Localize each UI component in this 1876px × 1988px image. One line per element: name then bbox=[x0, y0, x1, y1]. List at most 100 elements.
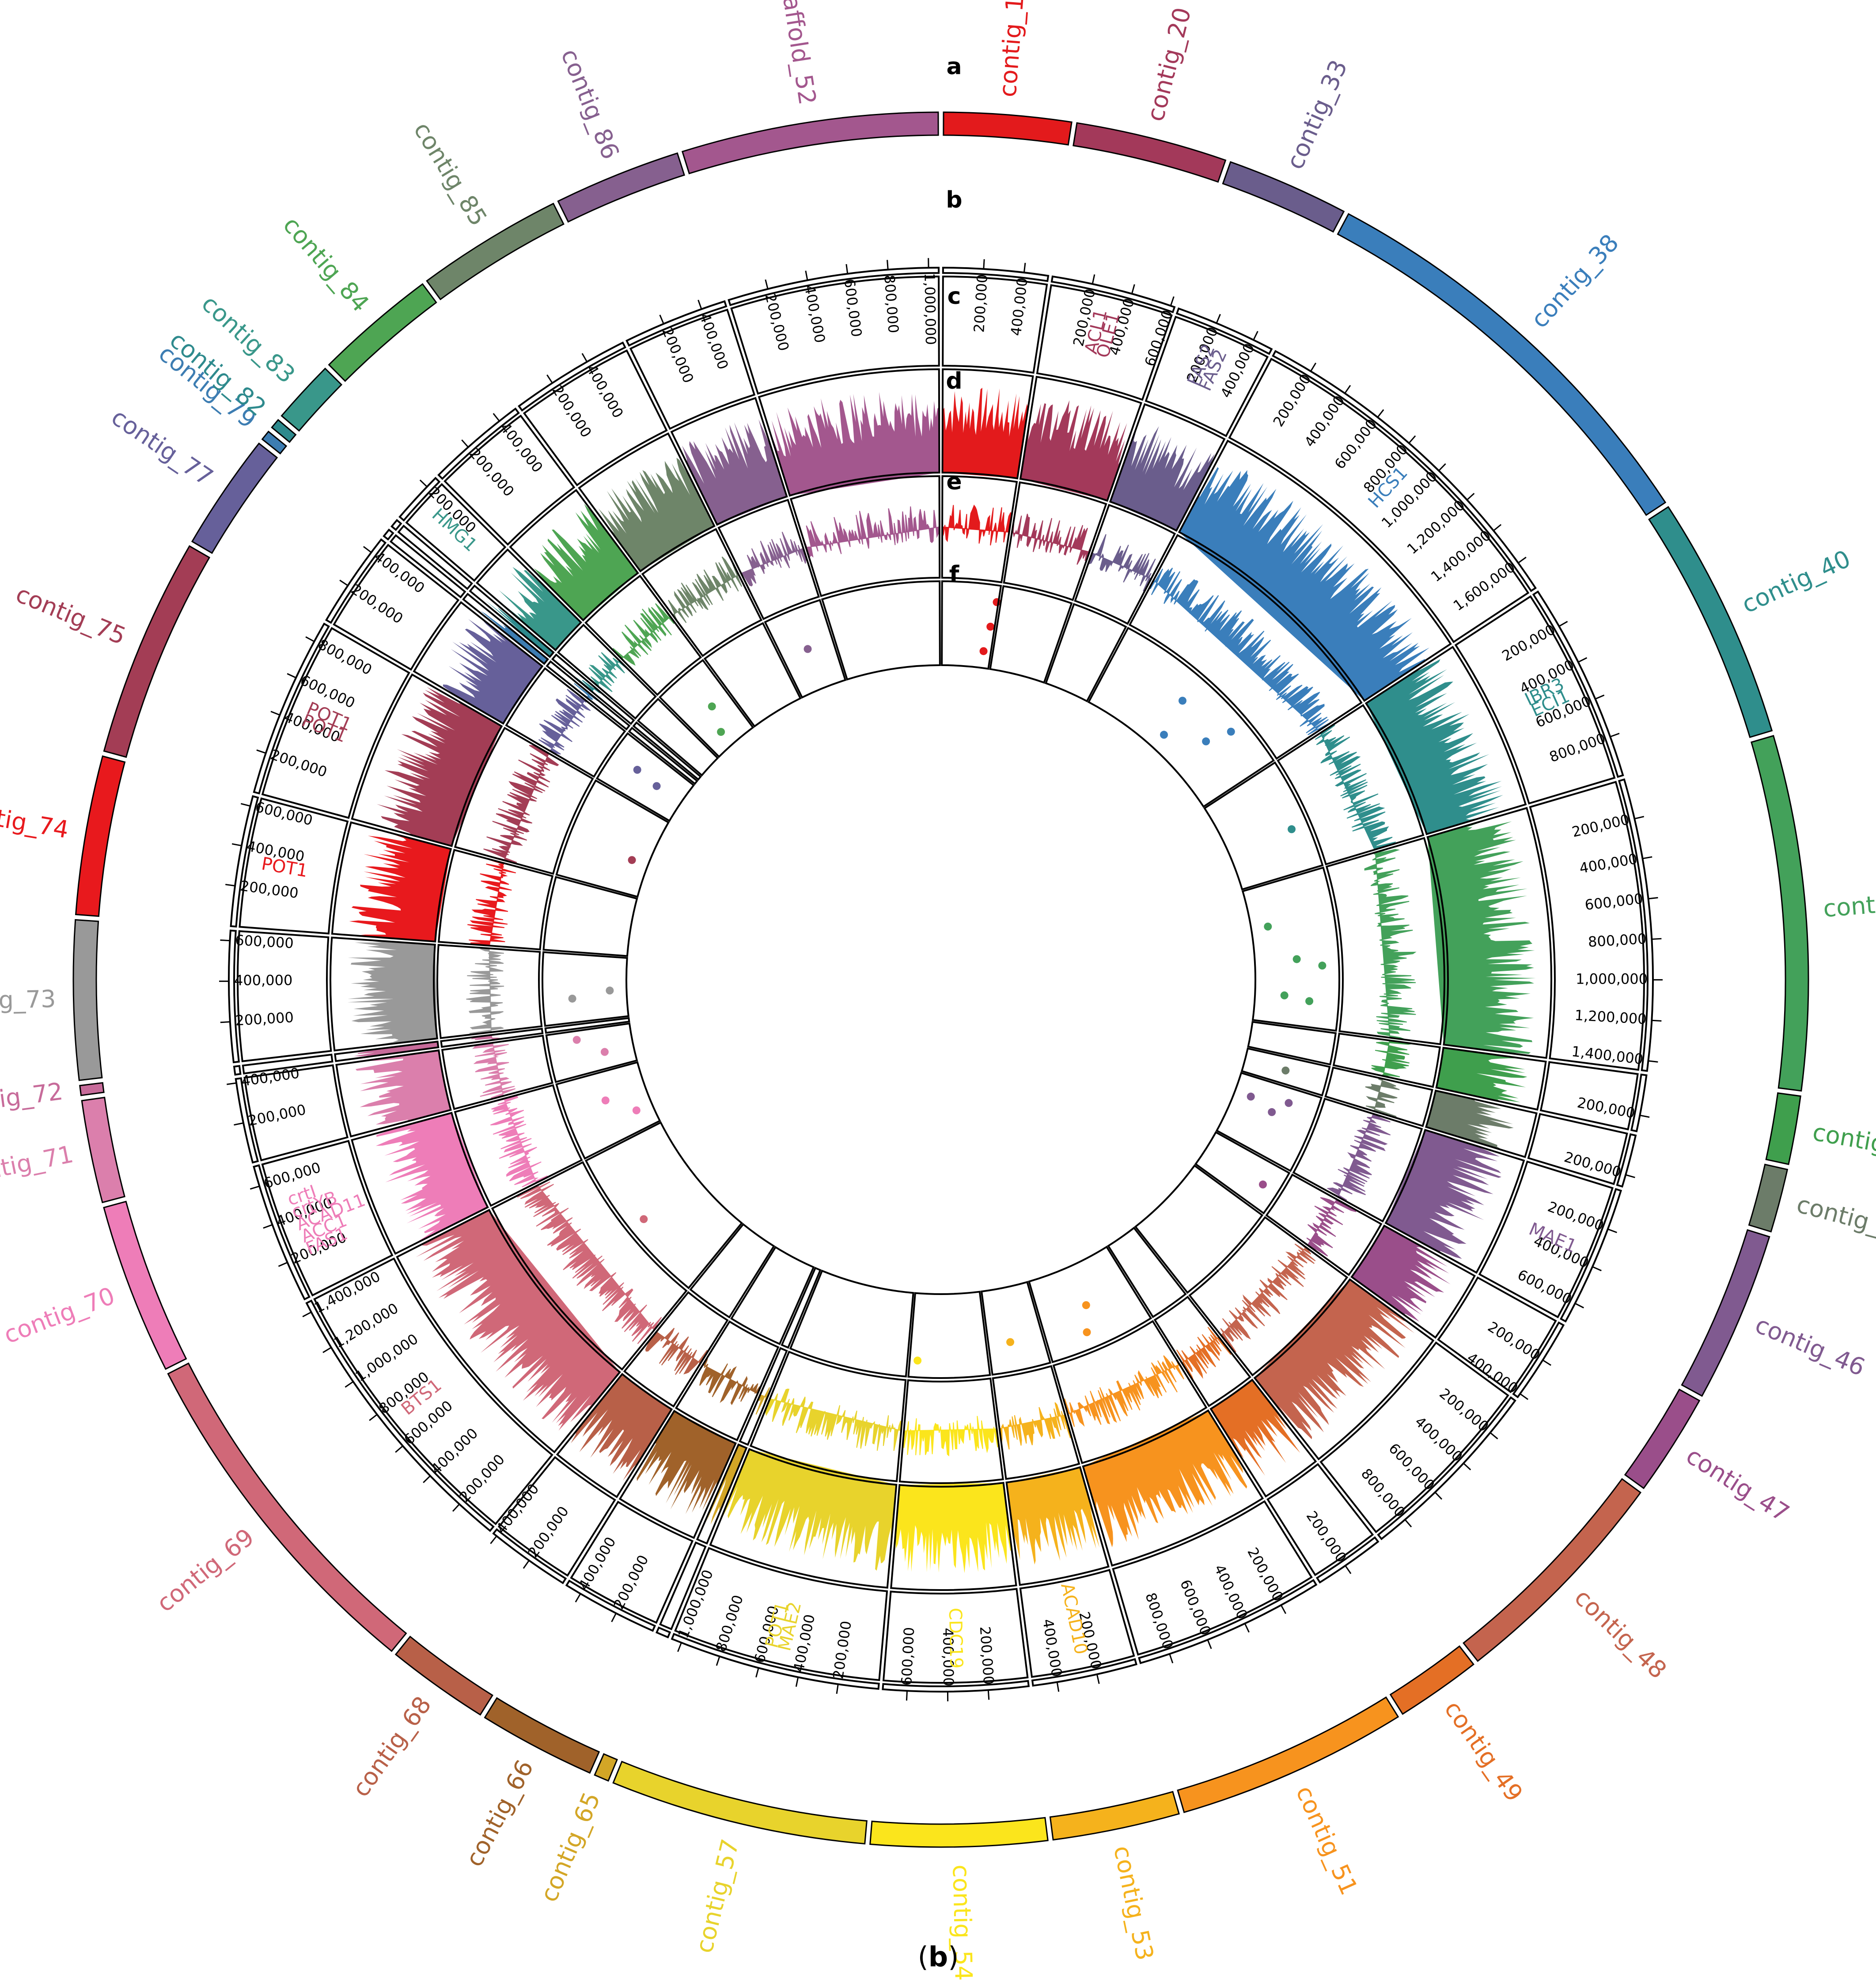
variation-area-contig-57 bbox=[765, 1389, 902, 1451]
track-box bbox=[333, 544, 460, 671]
variation-area-contig-40 bbox=[1315, 723, 1396, 850]
tick-mark bbox=[1520, 1393, 1529, 1400]
track-box bbox=[703, 622, 802, 728]
ideogram-contig-70 bbox=[103, 1200, 187, 1370]
ideogram-contig-71 bbox=[81, 1097, 125, 1204]
density-area-contig-68 bbox=[571, 1374, 672, 1481]
tick-mark bbox=[395, 1445, 403, 1453]
track-box bbox=[437, 407, 520, 480]
tick-label: 1,000,000 bbox=[1576, 970, 1648, 987]
track-box bbox=[438, 848, 554, 950]
tick-mark bbox=[1253, 331, 1258, 341]
tick-mark bbox=[765, 279, 769, 289]
track-box bbox=[584, 1121, 743, 1290]
track-box bbox=[253, 622, 330, 795]
density-area-contig-82 bbox=[485, 599, 554, 657]
track-box bbox=[1112, 1500, 1313, 1656]
contig-label-contig-53: contig_53 bbox=[1108, 1843, 1159, 1962]
track-letters: a b c d e f bbox=[946, 53, 962, 588]
track-box bbox=[518, 341, 626, 412]
track-box bbox=[618, 1409, 737, 1539]
track-box bbox=[331, 821, 452, 943]
ideogram-contig-47 bbox=[1624, 1388, 1701, 1489]
track-box bbox=[383, 528, 394, 541]
track-box bbox=[505, 667, 626, 778]
track-box bbox=[228, 929, 240, 1064]
track-box bbox=[1003, 481, 1107, 601]
track-box bbox=[670, 397, 788, 526]
track-box bbox=[1277, 704, 1425, 866]
variation-area-contig-73 bbox=[466, 947, 504, 1034]
track-box bbox=[469, 584, 555, 659]
ideogram-contig-42 bbox=[1750, 735, 1809, 1092]
tick-label: 800,000 bbox=[1142, 1590, 1176, 1651]
track-box bbox=[551, 653, 635, 725]
track-box bbox=[1188, 1216, 1349, 1377]
snp-dot bbox=[1160, 731, 1168, 739]
tick-mark bbox=[1345, 1565, 1352, 1574]
density-area-contig-44 bbox=[1436, 1048, 1527, 1102]
ideogram-contig-57 bbox=[612, 1761, 868, 1845]
tick-label: 200,000 bbox=[659, 325, 697, 386]
track-box bbox=[1559, 1188, 1622, 1323]
track-box bbox=[1272, 350, 1537, 592]
tick-mark bbox=[227, 1082, 237, 1085]
snp-dot bbox=[1285, 1099, 1293, 1107]
tick-mark bbox=[1610, 733, 1620, 738]
tick-mark bbox=[1463, 1462, 1471, 1470]
track-box bbox=[623, 1291, 729, 1408]
track-box bbox=[330, 936, 438, 1052]
snp-dot bbox=[640, 1215, 648, 1223]
track-box bbox=[389, 534, 466, 598]
track-box bbox=[1215, 1072, 1323, 1172]
tick-mark bbox=[1575, 1303, 1584, 1309]
density-area-contig-20 bbox=[1020, 400, 1127, 501]
tick-mark bbox=[1096, 1674, 1100, 1684]
contig-label-contig-66: contig_66 bbox=[460, 1755, 539, 1871]
variation-area-contig-49 bbox=[1176, 1326, 1232, 1382]
track-box bbox=[1052, 1320, 1208, 1464]
tick-label: 200,000 bbox=[1570, 811, 1631, 841]
tick-mark bbox=[611, 1613, 617, 1622]
snp-dot bbox=[572, 1036, 581, 1044]
tick-mark bbox=[805, 270, 808, 280]
track-box bbox=[781, 1267, 822, 1349]
track-box bbox=[233, 1065, 242, 1076]
track-box bbox=[671, 1632, 880, 1690]
track-box bbox=[578, 432, 716, 573]
track-box bbox=[1364, 646, 1527, 835]
tick-mark bbox=[1542, 1359, 1551, 1366]
ideogram-contig-73 bbox=[72, 919, 103, 1081]
track-box bbox=[941, 580, 1002, 670]
contig-label-contig-1: contig_1 bbox=[993, 0, 1029, 98]
variation-area-contig-86 bbox=[740, 531, 807, 587]
contig-label-contig-84: contig_84 bbox=[277, 211, 375, 317]
track-box bbox=[351, 1112, 489, 1255]
variation-area-contig-46 bbox=[1325, 1113, 1391, 1201]
track-box bbox=[436, 944, 543, 1039]
contig-label-contig-68: contig_68 bbox=[347, 1691, 437, 1802]
contig-label-scaffold-52: scaffold_52 bbox=[773, 0, 822, 107]
ideogram-contig-38 bbox=[1337, 213, 1667, 516]
tick-mark bbox=[490, 1535, 497, 1544]
snp-dot bbox=[628, 856, 636, 864]
density-area-contig-1 bbox=[942, 387, 1028, 479]
ideogram-contig-79 bbox=[261, 430, 288, 454]
track-box bbox=[334, 1040, 440, 1062]
track-box bbox=[1128, 534, 1363, 760]
tick-mark bbox=[305, 636, 315, 642]
track-box bbox=[497, 1456, 616, 1577]
contig-label-contig-73: contig_73 bbox=[0, 985, 56, 1015]
tick-mark bbox=[1640, 1114, 1650, 1118]
track-box bbox=[1240, 1047, 1331, 1097]
ideogram-contig-84 bbox=[328, 283, 437, 382]
ideogram-contig-33 bbox=[1222, 161, 1345, 233]
contig-label-contig-51: contig_51 bbox=[1290, 1782, 1363, 1899]
density-area-contig-75 bbox=[376, 687, 502, 846]
track-box bbox=[941, 368, 1034, 480]
tick-mark bbox=[369, 1414, 378, 1421]
density-area-contig-74 bbox=[349, 832, 451, 942]
track-box bbox=[989, 585, 1073, 684]
track-letter-c: c bbox=[947, 283, 961, 310]
